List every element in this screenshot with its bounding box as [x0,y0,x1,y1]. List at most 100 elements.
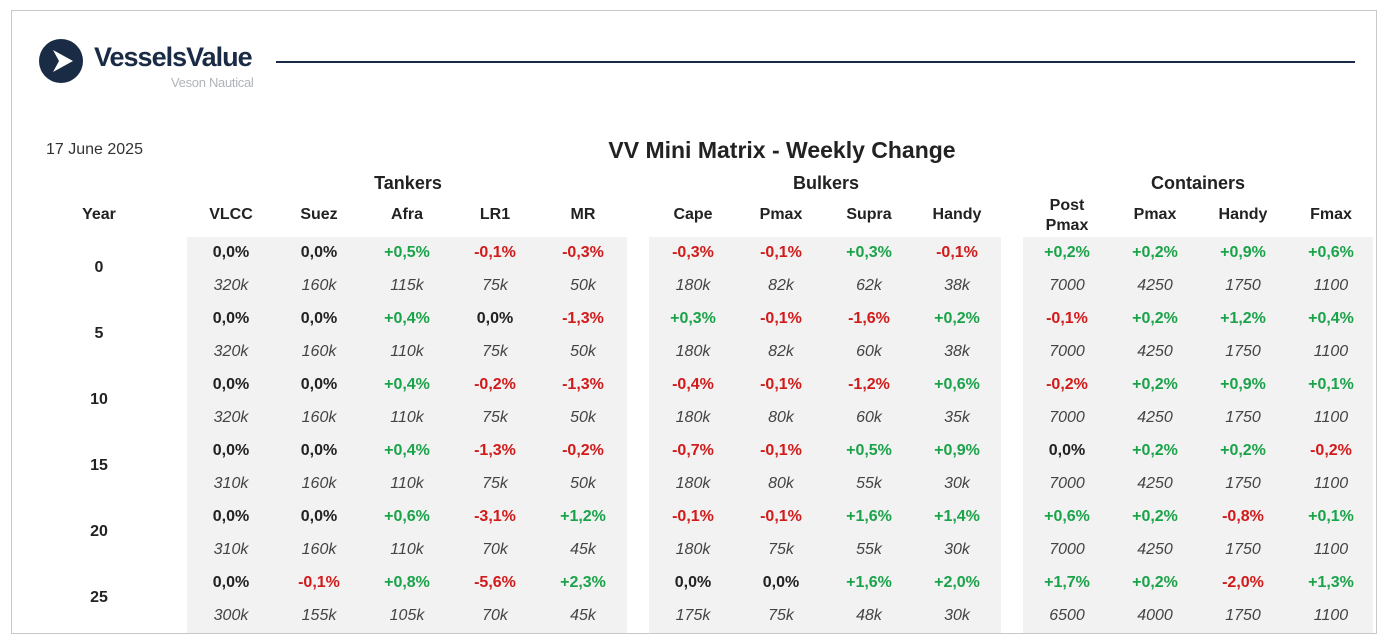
value-cell: 160k [301,277,337,294]
group-bulkers: Bulkers [792,173,860,193]
change-cell: 0,0% [300,376,338,393]
change-cell: +0,6% [384,508,430,525]
change-cell: -0,1% [760,310,802,327]
change-cell: +1,6% [846,508,892,525]
column-header-handy-11: Handy [1218,206,1268,223]
value-cell: 160k [301,409,337,426]
value-cell: 82k [768,343,794,360]
change-cell: +0,6% [1308,244,1354,261]
change-cell: -0,2% [474,376,516,393]
value-cell: 7000 [1049,541,1085,558]
containers-band [1023,237,1373,633]
change-cell: +0,1% [1308,508,1354,525]
change-cell: +0,2% [1220,442,1266,459]
change-cell: 0,0% [674,574,712,591]
change-cell: +0,4% [384,376,430,393]
value-cell: 38k [944,277,970,294]
play-triangle-circle-icon [39,39,83,83]
value-cell: 4250 [1137,343,1173,360]
change-cell: +0,2% [1132,508,1178,525]
value-cell: 6500 [1049,607,1085,624]
column-header-supra-7: Supra [846,206,892,223]
value-cell: 1750 [1225,277,1261,294]
change-cell: -2,0% [1222,574,1264,591]
value-cell: 60k [856,409,882,426]
change-cell: -0,4% [672,376,714,393]
value-cell: 45k [570,541,596,558]
value-cell: 1750 [1225,607,1261,624]
change-cell: -0,2% [562,442,604,459]
change-cell: -1,3% [474,442,516,459]
change-cell: +1,4% [934,508,980,525]
value-cell: 1100 [1313,475,1349,492]
change-cell: -0,1% [760,244,802,261]
value-cell: 300k [213,607,249,624]
change-cell: +0,9% [1220,376,1266,393]
change-cell: 0,0% [1048,442,1086,459]
change-cell: -0,3% [562,244,604,261]
value-cell: 50k [570,277,596,294]
change-cell: +0,3% [846,244,892,261]
group-tankers: Tankers [374,173,442,193]
change-cell: +0,6% [934,376,980,393]
change-cell: +0,2% [1132,310,1178,327]
year-label: 0 [94,259,104,276]
value-cell: 155k [301,607,337,624]
value-cell: 1100 [1313,343,1349,360]
value-cell: 75k [482,475,508,492]
change-cell: -0,1% [760,376,802,393]
value-cell: 55k [856,475,882,492]
value-cell: 310k [213,475,249,492]
value-cell: 110k [390,343,424,360]
change-cell: +0,2% [1132,442,1178,459]
value-cell: 55k [856,541,882,558]
value-cell: 30k [944,475,970,492]
change-cell: +0,9% [934,442,980,459]
value-cell: 110k [390,409,424,426]
change-cell: -0,1% [760,508,802,525]
value-cell: 45k [570,607,596,624]
column-header-fmax-12: Fmax [1310,206,1352,223]
year-label: 5 [94,325,104,342]
change-cell: +0,2% [934,310,980,327]
report-title: VV Mini Matrix - Weekly Change [608,137,956,163]
value-cell: 1750 [1225,409,1261,426]
change-cell: +0,9% [1220,244,1266,261]
year-label: 20 [90,523,108,540]
value-cell: 1100 [1313,409,1349,426]
value-cell: 75k [482,343,508,360]
value-cell: 4000 [1137,607,1173,624]
value-cell: 7000 [1049,409,1085,426]
change-cell: +1,7% [1044,574,1090,591]
brand-name: VesselsValue [94,42,253,72]
value-cell: 160k [301,343,337,360]
change-cell: 0,0% [212,508,250,525]
change-cell: +0,4% [384,310,430,327]
change-cell: +0,1% [1308,376,1354,393]
value-cell: 7000 [1049,277,1085,294]
report-date: 17 June 2025 [46,141,143,158]
change-cell: 0,0% [300,310,338,327]
change-cell: +1,2% [1220,310,1266,327]
value-cell: 180k [675,343,711,360]
change-cell: +1,6% [846,574,892,591]
value-cell: 310k [213,541,249,558]
year-label: 15 [90,457,108,474]
value-cell: 7000 [1049,343,1085,360]
column-header-afra-2: Afra [390,206,423,223]
value-cell: 180k [675,277,711,294]
change-cell: +0,4% [1308,310,1354,327]
value-cell: 75k [768,607,794,624]
value-cell: 115k [390,277,424,294]
change-cell: 0,0% [212,310,250,327]
brand-tagline: Veson Nautical [171,75,254,90]
change-cell: -0,2% [1046,376,1088,393]
change-cell: -0,1% [474,244,516,261]
value-cell: 180k [675,475,711,492]
column-header-post-pmax-9: Post Pmax [1045,197,1089,234]
change-cell: +2,0% [934,574,980,591]
change-cell: -1,3% [562,376,604,393]
value-cell: 1100 [1313,541,1349,558]
group-containers: Containers [1150,173,1246,193]
value-cell: 160k [301,541,337,558]
